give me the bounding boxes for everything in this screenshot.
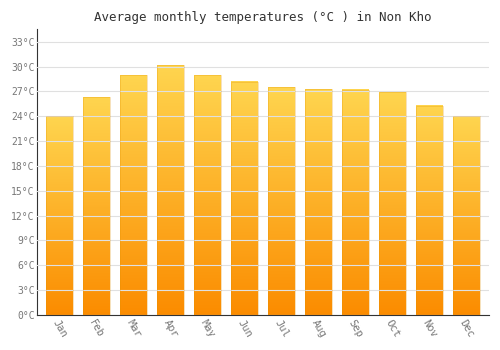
Bar: [158, 65, 184, 315]
Title: Average monthly temperatures (°C ) in Non Kho: Average monthly temperatures (°C ) in No…: [94, 11, 432, 24]
Bar: [380, 92, 406, 315]
Bar: [120, 75, 147, 315]
Bar: [454, 116, 480, 315]
Bar: [268, 88, 295, 315]
Bar: [416, 106, 443, 315]
Bar: [194, 75, 221, 315]
Bar: [232, 82, 258, 315]
Bar: [342, 90, 369, 315]
Bar: [306, 89, 332, 315]
Bar: [46, 116, 73, 315]
Bar: [84, 97, 110, 315]
